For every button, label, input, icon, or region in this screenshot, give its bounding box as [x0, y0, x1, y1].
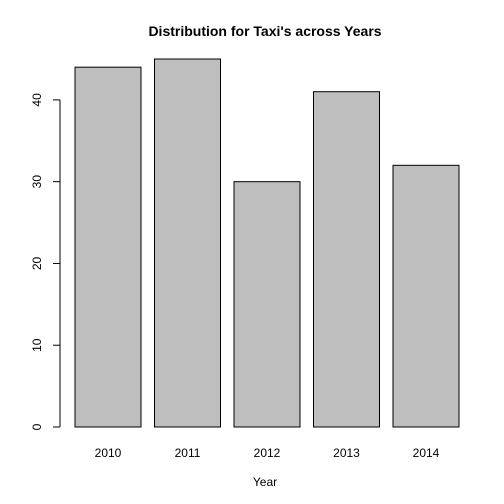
x-tick-label-2010: 2010 — [95, 446, 122, 460]
y-tick-label-40: 40 — [30, 93, 44, 107]
x-tick-label-2012: 2012 — [254, 446, 281, 460]
x-axis: 2010 2011 2012 2013 2014 — [95, 446, 440, 460]
bar-2010 — [74, 66, 142, 428]
y-tick-label-30: 30 — [30, 175, 44, 189]
y-tick-label-20: 20 — [30, 256, 44, 270]
chart-title: Distribution for Taxi's across Years — [148, 23, 381, 39]
x-tick-label-2013: 2013 — [333, 446, 360, 460]
x-axis-title: Year — [253, 475, 277, 489]
bar-2013 — [313, 91, 380, 428]
bar-2014 — [392, 164, 460, 428]
x-tick-label-2011: 2011 — [175, 446, 201, 460]
bar-2012 — [233, 181, 301, 428]
x-tick-label-2014: 2014 — [413, 446, 440, 460]
bar-2011 — [154, 58, 221, 428]
bars-group — [74, 58, 460, 428]
y-axis: 0 10 20 30 40 — [30, 93, 60, 430]
y-tick-label-0: 0 — [30, 423, 44, 430]
y-tick-label-10: 10 — [30, 338, 44, 352]
